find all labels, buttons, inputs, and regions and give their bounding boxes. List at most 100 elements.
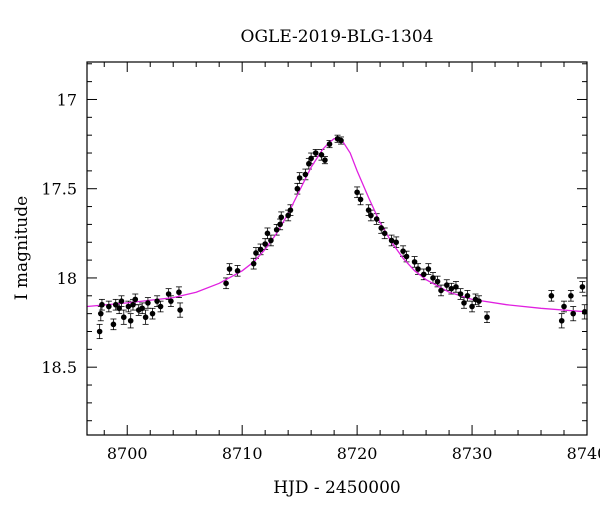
data-point bbox=[318, 152, 325, 158]
x-tick-label: 8710 bbox=[222, 444, 263, 463]
data-point bbox=[393, 239, 399, 246]
data-point bbox=[223, 280, 229, 287]
data-point bbox=[149, 310, 156, 317]
x-tick-label: 8740 bbox=[567, 444, 600, 463]
y-axis-label: I magnitude bbox=[12, 196, 32, 300]
data-point bbox=[438, 287, 444, 294]
chart-title: OGLE-2019-BLG-1304 bbox=[241, 27, 434, 47]
data-point bbox=[558, 317, 565, 324]
data-point bbox=[448, 285, 455, 292]
error-bars bbox=[96, 134, 588, 340]
tick-labels: 8700 8710 8720 8730 8740 17 17.5 18 18.5 bbox=[41, 90, 600, 463]
data-point bbox=[354, 189, 360, 196]
data-point bbox=[96, 328, 103, 335]
x-tick-label: 8700 bbox=[107, 444, 148, 463]
data-point bbox=[277, 221, 283, 228]
data-points bbox=[96, 135, 588, 335]
data-point bbox=[273, 226, 280, 233]
x-tick-label: 8730 bbox=[452, 444, 493, 463]
data-point bbox=[443, 282, 450, 288]
y-tick-label: 17.5 bbox=[41, 180, 77, 199]
data-point bbox=[262, 241, 268, 247]
data-point bbox=[97, 310, 104, 317]
data-point bbox=[322, 157, 328, 163]
data-point bbox=[125, 303, 132, 310]
data-point bbox=[177, 307, 183, 313]
data-point bbox=[116, 305, 122, 312]
data-point bbox=[457, 291, 464, 297]
data-point bbox=[461, 300, 467, 306]
data-point bbox=[579, 284, 586, 290]
data-point bbox=[285, 212, 291, 219]
data-point bbox=[403, 253, 410, 260]
data-point bbox=[118, 298, 125, 304]
data-point bbox=[400, 248, 406, 254]
data-point bbox=[165, 291, 172, 297]
data-point bbox=[278, 214, 285, 221]
data-point bbox=[365, 207, 372, 213]
data-point bbox=[234, 268, 241, 274]
model-curve bbox=[86, 138, 588, 313]
data-point bbox=[357, 196, 364, 203]
data-point bbox=[381, 230, 388, 237]
data-point bbox=[415, 266, 421, 272]
data-point bbox=[434, 278, 441, 285]
plot-frame bbox=[86, 61, 588, 436]
data-point bbox=[142, 314, 149, 321]
data-point bbox=[110, 321, 117, 328]
data-point bbox=[145, 300, 151, 306]
data-point bbox=[294, 185, 301, 192]
y-tick-label: 17 bbox=[57, 90, 77, 109]
y-tick-label: 18.5 bbox=[41, 358, 77, 377]
data-point bbox=[373, 216, 380, 222]
data-point bbox=[469, 303, 475, 310]
data-point bbox=[132, 296, 139, 303]
data-point bbox=[561, 303, 567, 310]
data-point bbox=[306, 160, 312, 167]
data-point bbox=[296, 175, 303, 181]
data-point bbox=[411, 259, 418, 265]
data-point bbox=[338, 137, 344, 144]
data-point bbox=[484, 314, 490, 321]
data-point bbox=[476, 298, 482, 304]
data-point bbox=[130, 301, 136, 308]
data-point bbox=[312, 150, 319, 156]
data-point bbox=[226, 266, 233, 272]
data-point bbox=[168, 298, 174, 304]
data-point bbox=[157, 303, 164, 310]
data-point bbox=[568, 292, 574, 299]
data-point bbox=[425, 266, 432, 272]
data-point bbox=[326, 141, 333, 147]
data-point bbox=[388, 237, 395, 244]
data-point bbox=[106, 303, 112, 310]
data-point bbox=[112, 301, 119, 308]
data-point bbox=[264, 230, 271, 237]
data-point bbox=[268, 237, 274, 244]
data-point bbox=[302, 171, 309, 178]
y-tick-label: 18 bbox=[57, 269, 77, 288]
minor-ticks bbox=[87, 62, 587, 435]
data-point bbox=[548, 292, 555, 299]
data-point bbox=[120, 314, 127, 321]
data-point bbox=[420, 271, 427, 278]
data-point bbox=[99, 301, 105, 308]
data-point bbox=[154, 298, 160, 304]
data-point bbox=[308, 155, 314, 162]
data-point bbox=[430, 275, 436, 281]
data-point bbox=[257, 246, 264, 253]
data-point bbox=[139, 305, 145, 312]
data-point bbox=[378, 225, 385, 231]
x-tick-label: 8720 bbox=[337, 444, 378, 463]
data-point bbox=[127, 317, 134, 324]
data-point bbox=[570, 310, 577, 317]
data-point bbox=[250, 260, 257, 267]
x-axis-label: HJD - 2450000 bbox=[273, 478, 401, 498]
major-ticks bbox=[87, 62, 588, 435]
data-point bbox=[287, 207, 294, 213]
data-point bbox=[464, 292, 471, 299]
data-point bbox=[581, 309, 588, 315]
data-point bbox=[253, 250, 259, 256]
data-point bbox=[368, 212, 374, 219]
data-point bbox=[176, 289, 182, 296]
